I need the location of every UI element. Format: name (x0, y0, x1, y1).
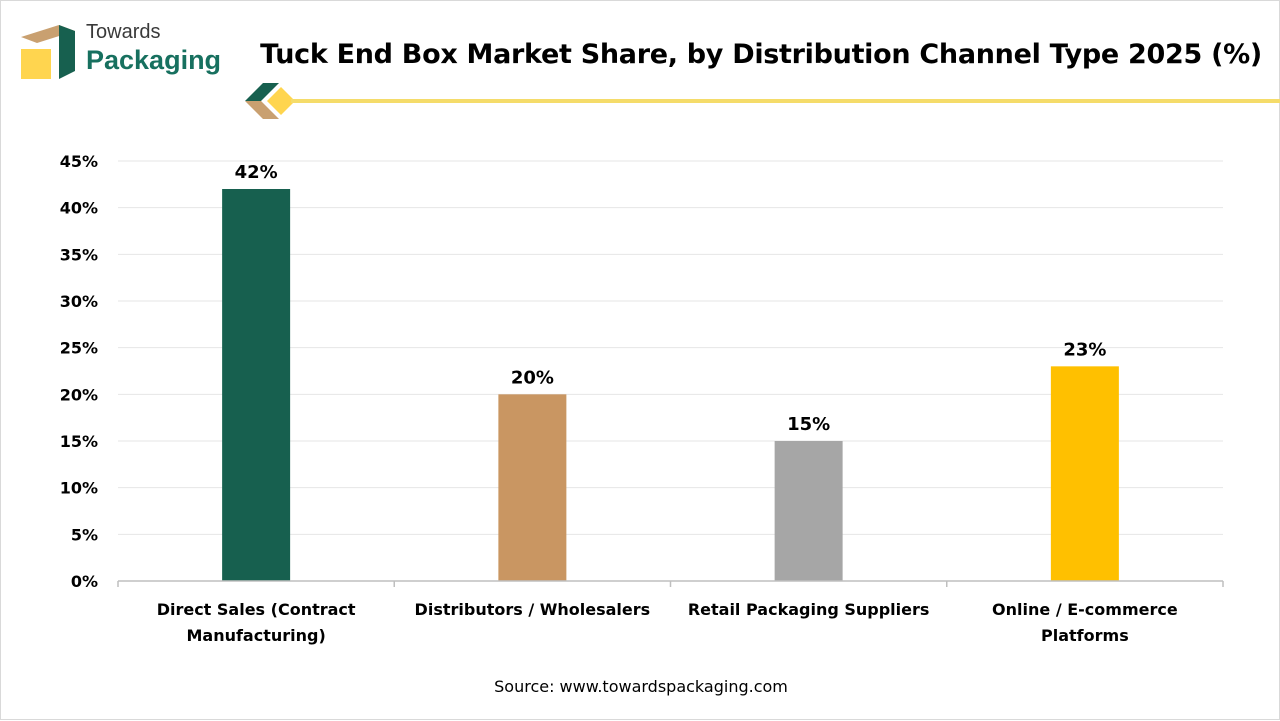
data-label: 42% (235, 162, 278, 183)
y-tick-label: 40% (60, 199, 98, 218)
title-divider-icon (245, 83, 1280, 119)
category-label: Manufacturing) (186, 626, 325, 645)
category-label: Retail Packaging Suppliers (688, 600, 930, 619)
data-label: 23% (1063, 339, 1106, 360)
bars (222, 189, 1119, 581)
source-note: Source: www.towardspackaging.com (494, 677, 788, 696)
category-label: Online / E-commerce (992, 600, 1178, 619)
logo-box-front (21, 49, 51, 79)
divider-chevron-top (245, 83, 279, 101)
bar (1050, 366, 1119, 581)
y-tick-label: 35% (60, 245, 98, 264)
y-axis-ticks: 0% 5% 10% 15% 20% 25% 30% 35% 40% 45% (60, 152, 98, 591)
y-tick-label: 25% (60, 339, 98, 358)
towards-packaging-logo-icon (21, 25, 75, 79)
y-tick-label: 30% (60, 292, 98, 311)
y-tick-label: 0% (71, 572, 98, 591)
bar (774, 441, 843, 581)
category-label: Direct Sales (Contract (157, 600, 356, 619)
y-tick-label: 15% (60, 432, 98, 451)
data-label: 20% (511, 367, 554, 388)
y-tick-label: 45% (60, 152, 98, 171)
brand-name-bottom: Packaging (86, 45, 222, 75)
divider-chevron-bottom (245, 101, 279, 119)
divider-diamond (267, 87, 295, 115)
bar (222, 189, 291, 581)
data-label: 15% (787, 414, 830, 435)
category-labels: Direct Sales (Contract Manufacturing) Dist… (157, 600, 1178, 645)
y-tick-label: 20% (60, 385, 98, 404)
data-labels: 42% 20% 15% 23% (235, 162, 1107, 435)
brand-name-top: Towards (86, 21, 161, 43)
category-label: Distributors / Wholesalers (415, 600, 651, 619)
y-tick-label: 10% (60, 479, 98, 498)
divider-line (291, 99, 1280, 103)
y-tick-label: 5% (71, 525, 98, 544)
x-axis (117, 580, 1224, 587)
logo-box-side (59, 25, 75, 79)
chart-title: Tuck End Box Market Share, by Distributi… (260, 39, 1262, 70)
bar (498, 394, 567, 581)
gridlines (118, 160, 1223, 535)
category-label: Platforms (1041, 626, 1129, 645)
